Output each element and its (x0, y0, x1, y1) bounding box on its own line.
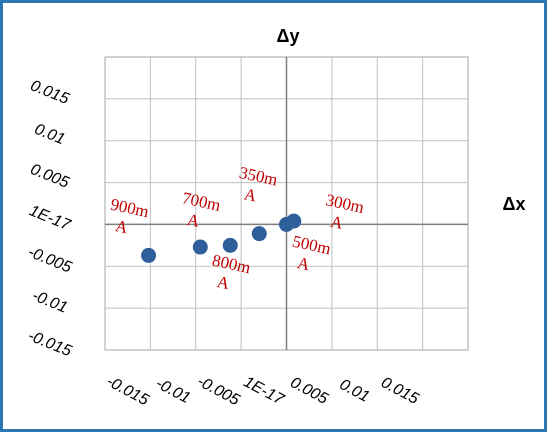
data-point (223, 238, 238, 253)
x-tick-label: -0.005 (194, 373, 242, 409)
y-tick-label: 0.01 (32, 121, 67, 148)
y-tick-label: 0.005 (28, 161, 72, 192)
y-tick-label: -0.005 (25, 244, 74, 277)
data-point (252, 226, 267, 241)
y-axis-title: Δy (277, 26, 300, 46)
y-tick-label: 0.015 (28, 77, 72, 108)
y-tick-label: -0.015 (25, 327, 74, 360)
data-point (141, 248, 156, 263)
x-tick-label: 0.01 (337, 376, 372, 406)
data-point (286, 214, 301, 229)
x-tick-label: 1E-17 (241, 373, 288, 409)
y-tick-label: -0.01 (30, 287, 70, 316)
axes (105, 57, 468, 350)
x-tick-label: -0.01 (153, 375, 193, 407)
data-label: 300mA (320, 190, 366, 236)
x-axis-title: Δx (503, 194, 526, 214)
data-label: 700mA (176, 188, 222, 234)
data-label: 900mA (105, 195, 151, 241)
x-tick-label: 0.015 (378, 374, 421, 408)
data-point (193, 240, 208, 255)
y-tick-label: 1E-17 (27, 202, 74, 234)
x-tick-label: 0.005 (287, 374, 330, 408)
data-label: 800mA (206, 251, 252, 297)
x-tick-label: -0.015 (103, 373, 151, 409)
data-label: 350mA (233, 163, 279, 209)
data-label: 500mA (287, 232, 333, 278)
